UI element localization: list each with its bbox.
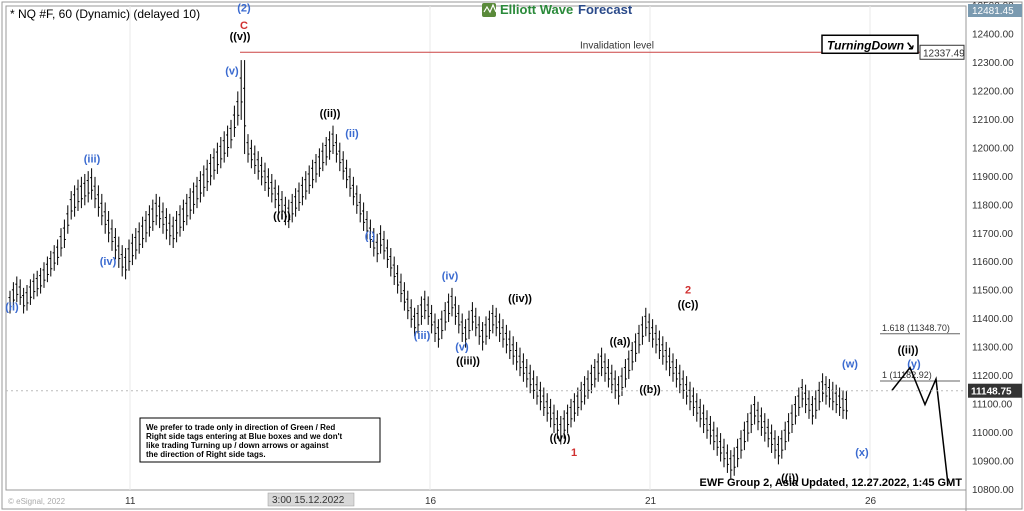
forecast-path <box>892 368 948 485</box>
wave-label: (2) <box>237 3 251 15</box>
wave-label: ((i)) <box>273 211 291 223</box>
y-tick: 11900.00 <box>972 172 1013 183</box>
turning-text: TurningDown↘ <box>827 38 914 52</box>
y-tick: 11100.00 <box>972 400 1013 411</box>
y-tick: 11400.00 <box>972 314 1013 325</box>
wave-label: (iii) <box>414 330 431 342</box>
y-tick: 11500.00 <box>972 286 1013 297</box>
y-tick: 11600.00 <box>972 257 1013 268</box>
wave-label: (ii) <box>5 302 19 314</box>
copyright: © eSignal, 2022 <box>8 497 66 506</box>
top-price: 12481.45 <box>972 6 1014 17</box>
wave-label: (v) <box>455 341 469 353</box>
y-tick: 12000.00 <box>972 143 1014 154</box>
y-tick: 11800.00 <box>972 200 1013 211</box>
note-line: Right side tags entering at Blue boxes a… <box>146 432 342 441</box>
invalidation-price: 12337.49 <box>923 48 965 59</box>
y-tick: 12300.00 <box>972 58 1014 69</box>
invalidation-label: Invalidation level <box>580 40 654 51</box>
note-line: the direction of Right side tags. <box>146 450 266 459</box>
wave-label: (x) <box>855 447 869 459</box>
y-tick: 12200.00 <box>972 86 1014 97</box>
x-tick: 11 <box>125 496 136 507</box>
wave-label: ((ii)) <box>898 344 919 356</box>
wave-label: C <box>240 20 248 32</box>
y-tick: 11200.00 <box>972 371 1013 382</box>
wave-label: ((iii)) <box>456 356 480 368</box>
brand-text-2: Forecast <box>578 2 633 17</box>
note-line: We prefer to trade only in direction of … <box>146 423 335 432</box>
wave-label: 2 <box>685 285 691 297</box>
brand-text-1: Elliott Wave <box>500 2 573 17</box>
wave-label: ((c)) <box>678 299 699 311</box>
y-tick: 11300.00 <box>972 343 1013 354</box>
note-line: like trading Turning up / down arrows or… <box>146 441 329 450</box>
y-tick: 10800.00 <box>972 485 1014 496</box>
wave-label: ((v)) <box>230 31 251 43</box>
wave-label: (ii) <box>345 128 359 140</box>
wave-label: ((a)) <box>610 336 631 348</box>
wave-label: (iii) <box>84 154 101 166</box>
chart-root: 10800.00 10900.00 11000.00 11100.00 11200.00… <box>0 0 1024 511</box>
plot-frame <box>6 6 966 490</box>
wave-label: (w) <box>842 359 858 371</box>
wave-label: ((iv)) <box>508 293 532 305</box>
wave-label: (iv) <box>442 270 459 282</box>
wave-label: 1 <box>571 447 577 459</box>
wave-label: ((b)) <box>639 384 661 396</box>
y-tick: 10900.00 <box>972 457 1014 468</box>
y-tick: 11700.00 <box>972 229 1013 240</box>
current-price: 11148.75 <box>971 387 1012 398</box>
x-tick: 26 <box>865 496 877 507</box>
wave-label: (v) <box>225 65 239 77</box>
wave-label: ((v)) <box>550 433 571 445</box>
x-sub-label: 3:00 15.12.2022 <box>272 495 345 506</box>
fib-label: 1.618 (11348.70) <box>882 323 950 333</box>
x-tick: 16 <box>425 496 437 507</box>
footer-text: EWF Group 2, Asia Updated, 12.27.2022, 1… <box>700 477 963 489</box>
wave-label: (iv) <box>100 256 117 268</box>
x-tick: 21 <box>645 496 657 507</box>
chart-title: * NQ #F, 60 (Dynamic) (delayed 10) <box>10 7 200 21</box>
y-tick: 12100.00 <box>972 115 1014 126</box>
chart-svg: 10800.00 10900.00 11000.00 11100.00 11200.00… <box>0 0 1024 511</box>
y-tick: 12400.00 <box>972 29 1014 40</box>
y-tick: 11000.00 <box>972 428 1013 439</box>
wave-label: (i) <box>365 230 376 242</box>
wave-label: ((ii)) <box>320 108 341 120</box>
